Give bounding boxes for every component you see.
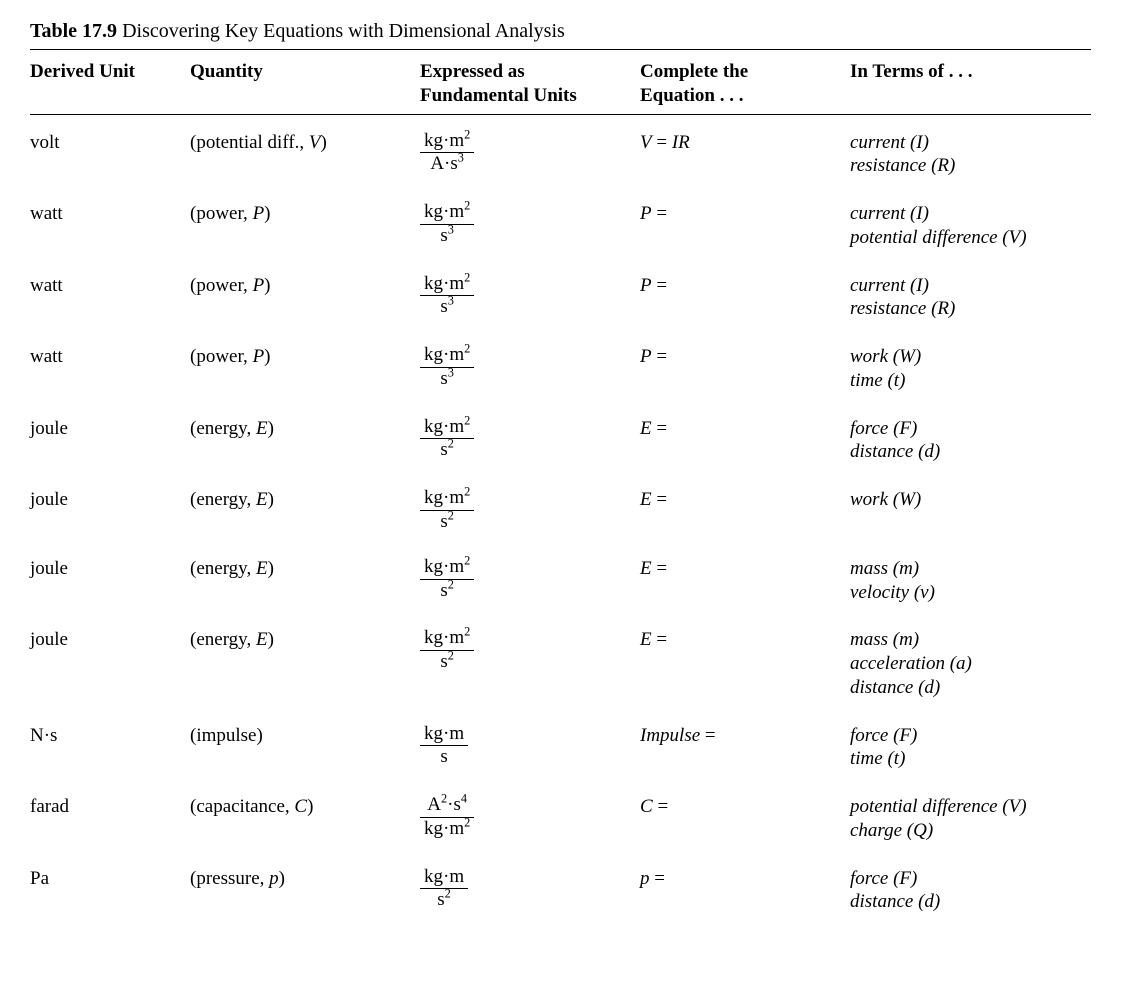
- cell-fundamental-units: A2·s4kg·m2: [420, 789, 640, 858]
- cell-fundamental-units: kg·m2s3: [420, 196, 640, 265]
- cell-derived-unit: joule: [30, 411, 190, 459]
- cell-quantity: (energy, E): [190, 482, 420, 530]
- cell-equation: P =: [640, 339, 850, 387]
- cell-derived-unit: watt: [30, 196, 190, 244]
- cell-derived-unit: volt: [30, 125, 190, 173]
- col-header-derived-unit: Derived Unit: [30, 60, 190, 90]
- cell-in-terms-of: current (I)potential difference (V): [850, 196, 1091, 268]
- cell-fundamental-units: kg·m2s2: [420, 411, 640, 480]
- header-rule: [30, 114, 1091, 115]
- cell-quantity: (capacitance, C): [190, 789, 420, 837]
- cell-fundamental-units: kg·m2A·s3: [420, 125, 640, 194]
- cell-fundamental-units: kg·m2s2: [420, 622, 640, 691]
- cell-quantity: (power, P): [190, 196, 420, 244]
- cell-fundamental-units: kg·m2s2: [420, 551, 640, 620]
- cell-quantity: (energy, E): [190, 622, 420, 670]
- cell-equation: E =: [640, 622, 850, 670]
- top-rule: [30, 49, 1091, 50]
- cell-derived-unit: joule: [30, 482, 190, 530]
- cell-equation: E =: [640, 482, 850, 530]
- cell-derived-unit: farad: [30, 789, 190, 837]
- table-title: Discovering Key Equations with Dimension…: [122, 20, 565, 42]
- cell-fundamental-units: kg·ms: [420, 718, 640, 787]
- cell-in-terms-of: potential difference (V)charge (Q): [850, 789, 1091, 861]
- cell-in-terms-of: force (F)distance (d): [850, 861, 1091, 933]
- cell-equation: P =: [640, 196, 850, 244]
- cell-in-terms-of: mass (m)acceleration (a)distance (d): [850, 622, 1091, 717]
- cell-derived-unit: watt: [30, 268, 190, 316]
- cell-equation: C =: [640, 789, 850, 837]
- cell-equation: E =: [640, 411, 850, 459]
- col-header-fundamental-units: Expressed as Fundamental Units: [420, 60, 640, 114]
- cell-quantity: (pressure, p): [190, 861, 420, 909]
- cell-quantity: (power, P): [190, 268, 420, 316]
- cell-in-terms-of: work (W): [850, 482, 1091, 530]
- cell-equation: V = IR: [640, 125, 850, 173]
- cell-derived-unit: N·s: [30, 718, 190, 766]
- cell-equation: E =: [640, 551, 850, 599]
- cell-in-terms-of: mass (m)velocity (v): [850, 551, 1091, 623]
- cell-fundamental-units: kg·m2s2: [420, 482, 640, 551]
- cell-equation: p =: [640, 861, 850, 909]
- col-header-line: Expressed as: [420, 61, 525, 82]
- cell-quantity: (energy, E): [190, 411, 420, 459]
- col-header-line: Equation . . .: [640, 85, 743, 106]
- cell-quantity: (energy, E): [190, 551, 420, 599]
- cell-quantity: (impulse): [190, 718, 420, 766]
- cell-in-terms-of: current (I)resistance (R): [850, 125, 1091, 197]
- col-header-line: Fundamental Units: [420, 85, 577, 106]
- cell-derived-unit: Pa: [30, 861, 190, 909]
- cell-quantity: (potential diff., V): [190, 125, 420, 173]
- cell-in-terms-of: current (I)resistance (R): [850, 268, 1091, 340]
- cell-quantity: (power, P): [190, 339, 420, 387]
- cell-fundamental-units: kg·ms2: [420, 861, 640, 930]
- cell-in-terms-of: force (F)time (t): [850, 718, 1091, 790]
- cell-equation: Impulse =: [640, 718, 850, 766]
- cell-fundamental-units: kg·m2s3: [420, 268, 640, 337]
- cell-derived-unit: watt: [30, 339, 190, 387]
- cell-derived-unit: joule: [30, 551, 190, 599]
- cell-fundamental-units: kg·m2s3: [420, 339, 640, 408]
- col-header-complete-equation: Complete the Equation . . .: [640, 60, 850, 114]
- cell-in-terms-of: work (W)time (t): [850, 339, 1091, 411]
- table-grid: Derived Unit Quantity Expressed as Funda…: [30, 60, 1091, 932]
- cell-derived-unit: joule: [30, 622, 190, 670]
- table-label: Table 17.9: [30, 20, 117, 42]
- cell-equation: P =: [640, 268, 850, 316]
- col-header-line: Complete the: [640, 61, 748, 82]
- cell-in-terms-of: force (F)distance (d): [850, 411, 1091, 483]
- col-header-in-terms-of: In Terms of . . .: [850, 60, 1091, 90]
- col-header-quantity: Quantity: [190, 60, 420, 90]
- table-caption: Table 17.9 Discovering Key Equations wit…: [30, 20, 1091, 43]
